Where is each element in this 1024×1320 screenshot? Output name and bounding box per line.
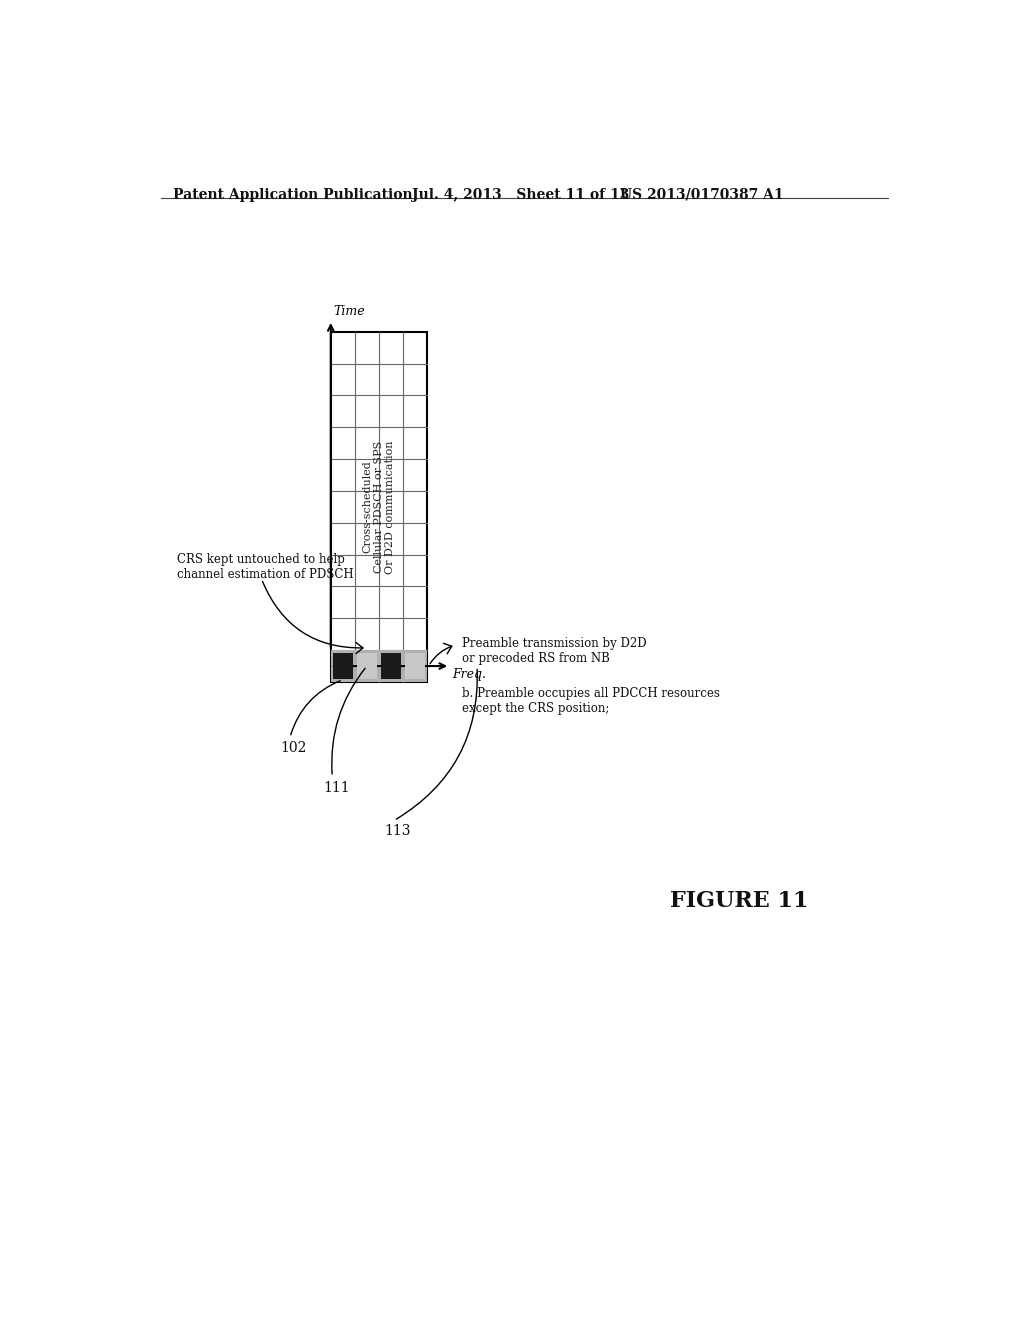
Bar [404,652,425,680]
Text: 113: 113 [385,825,412,838]
FancyArrowPatch shape [430,643,452,664]
Bar [333,652,353,680]
FancyArrowPatch shape [332,668,366,774]
Text: Patent Application Publication: Patent Application Publication [173,187,413,202]
Text: CRS kept untouched to help
channel estimation of PDSCH: CRS kept untouched to help channel estim… [177,553,353,581]
Text: Freq.: Freq. [453,668,486,681]
Text: Preamble transmission by D2D
or precoded RS from NB: Preamble transmission by D2D or precoded… [462,638,646,665]
FancyArrowPatch shape [396,669,477,820]
FancyArrowPatch shape [291,681,340,735]
Text: Cross-scheduled
Cellular PDSCH or SPS
Or D2D communication: Cross-scheduled Cellular PDSCH or SPS Or… [362,440,395,574]
Bar [331,651,427,682]
Text: 102: 102 [281,742,307,755]
Text: FIGURE 11: FIGURE 11 [670,890,808,912]
Bar [331,331,427,682]
Text: 111: 111 [323,780,349,795]
Text: Time: Time [334,305,366,318]
Bar [356,652,377,680]
Text: b. Preamble occupies all PDCCH resources
except the CRS position;: b. Preamble occupies all PDCCH resources… [462,688,720,715]
FancyArrowPatch shape [262,581,362,653]
Bar [381,652,401,680]
Text: Jul. 4, 2013   Sheet 11 of 13: Jul. 4, 2013 Sheet 11 of 13 [412,187,629,202]
Text: US 2013/0170387 A1: US 2013/0170387 A1 [620,187,783,202]
